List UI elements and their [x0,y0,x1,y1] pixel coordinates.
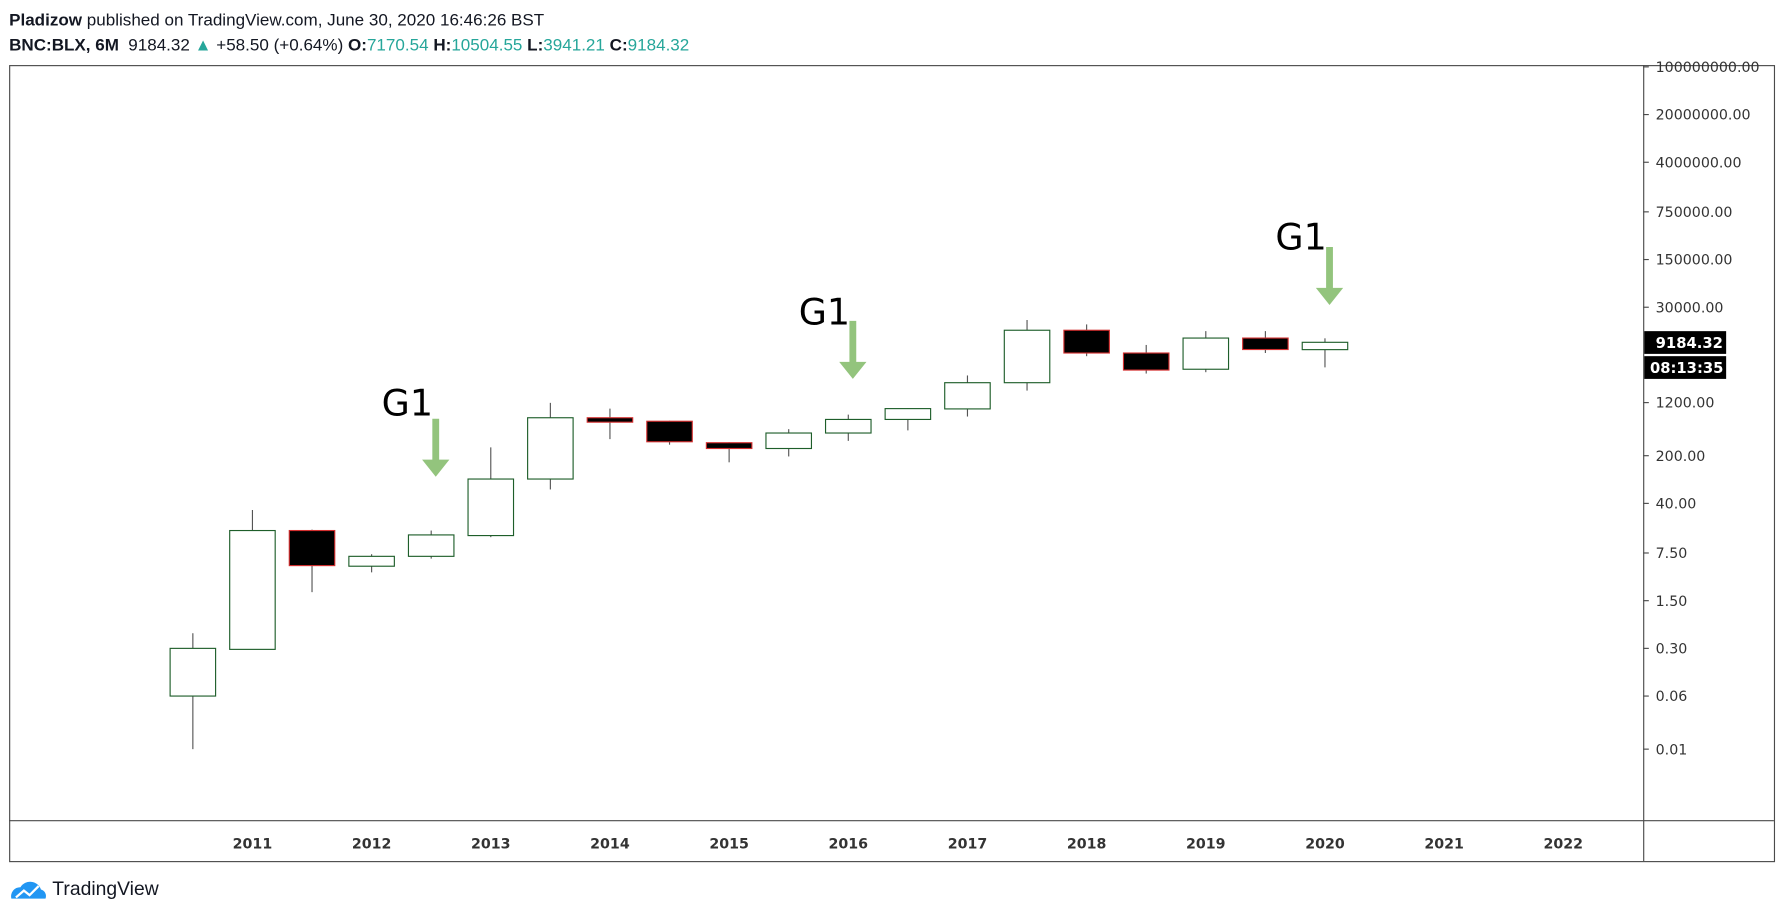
candle-body [169,647,217,697]
candle-up [169,633,217,750]
candle-down [1242,331,1289,354]
y-tick-label: 0.06 [1656,689,1688,705]
y-tick-label: 30000.00 [1656,300,1724,316]
candle-body [407,534,455,557]
open-value: 7170.54 [367,35,429,54]
candle-up [1182,331,1230,373]
candle-up [824,414,872,441]
y-tick-label: 150000.00 [1656,253,1733,269]
y-tick-label: 0.01 [1656,742,1688,758]
candle-up [527,402,574,490]
candle-down [288,529,336,593]
candle-down [705,442,753,463]
y-tick-label: 1.50 [1656,594,1688,610]
candle-body [229,529,276,650]
low-value: 3941.21 [543,35,605,54]
candle-body [824,418,872,434]
candle-up [1301,338,1349,368]
y-tick-label: 100000000.00 [1656,60,1760,76]
candle-body [1242,337,1289,351]
high-value: 10504.55 [451,35,522,54]
y-tick-label: 200.00 [1656,449,1706,465]
y-tick-label: 20000000.00 [1656,108,1751,124]
svg-text:9184.32: 9184.32 [1656,335,1723,352]
last-price: 9184.32 [128,35,190,54]
x-tick-label: 2016 [829,837,869,853]
candle-up [765,429,813,457]
x-tick-label: 2022 [1544,837,1584,853]
candle-body [1301,341,1349,351]
candle-body [288,529,336,567]
candle-body [1063,329,1110,354]
annotation-label: G1 [1275,215,1326,258]
candle-body [646,420,693,443]
candle-body [348,555,395,567]
x-tick-label: 2018 [1067,837,1107,853]
y-tick-label: 750000.00 [1656,205,1733,221]
x-tick-label: 2013 [471,837,511,853]
header-line-1: Pladizow published on TradingView.com, J… [9,10,545,29]
candle-body [1122,352,1170,371]
y-tick-label: 7.50 [1656,546,1688,562]
x-tick-label: 2011 [233,837,273,853]
candle-body [705,442,753,450]
candle-up [944,375,991,417]
y-tick-label: 40.00 [1656,497,1697,513]
candle-down [646,420,693,445]
change: +58.50 (+0.64%) [216,35,343,54]
annotation-g1: G1 [382,381,450,477]
y-tick-label: 1200.00 [1656,396,1715,412]
candle-down [586,408,634,440]
x-tick-label: 2019 [1186,837,1226,853]
candle-up [467,447,515,538]
tradingview-logo[interactable]: TradingView [11,879,159,900]
annotation-label: G1 [382,381,433,424]
down-arrow-icon [1315,246,1344,305]
candle-body [527,417,574,480]
x-tick-label: 2021 [1424,837,1464,853]
candle-down [1063,324,1110,357]
candle-body [884,408,932,421]
x-tick-label: 2014 [590,837,630,853]
close-value: 9184.32 [628,35,690,54]
y-tick-label: 0.30 [1656,641,1688,657]
annotation-label: G1 [799,290,850,333]
symbol: BNC:BLX, 6M [9,35,119,54]
annotation-g1: G1 [1275,215,1344,305]
cloud-icon [11,881,46,899]
published-text: published on TradingView.com, June 30, 2… [87,10,545,29]
x-tick-label: 2017 [948,837,988,853]
chart-frame [9,65,1776,863]
candle-body [765,432,813,450]
last-price-label: 9184.32 [1644,331,1727,354]
header-line-2: BNC:BLX, 6M 9184.32 ▲ +58.50 (+0.64%) O:… [9,35,689,54]
candle-body [944,382,991,410]
annotation-g1: G1 [799,290,867,379]
y-tick-label: 4000000.00 [1656,155,1742,171]
countdown-label: 08:13:35 [1644,356,1727,379]
x-tick-label: 2012 [352,837,392,853]
up-triangle-icon: ▲ [195,35,212,54]
candle-up [407,530,455,559]
candle-body [467,478,515,537]
candle-body [1003,329,1051,384]
candle-up [884,408,932,431]
candle-up [229,510,276,650]
candle-down [1122,344,1170,374]
x-tick-label: 2020 [1305,837,1345,853]
author: Pladizow [9,10,83,29]
candle-body [586,417,634,423]
svg-text:08:13:35: 08:13:35 [1650,360,1723,377]
x-tick-label: 2015 [709,837,749,853]
brand-name: TradingView [52,879,158,900]
down-arrow-icon [422,418,450,477]
down-arrow-icon [839,320,867,379]
candle-up [348,554,395,573]
candle-up [1003,319,1051,391]
candle-body [1182,337,1230,370]
